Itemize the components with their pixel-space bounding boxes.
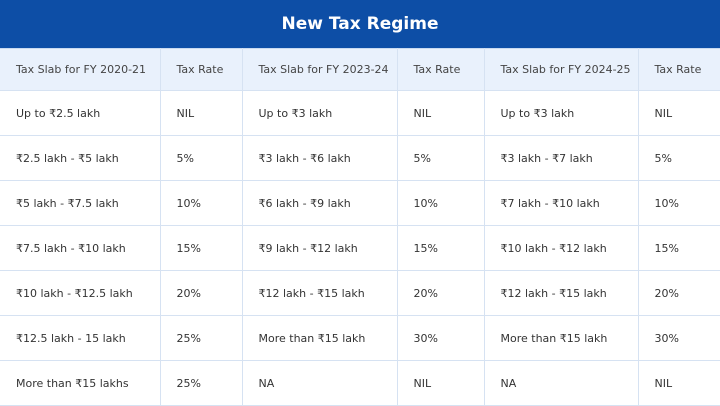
table-row: Up to ₹2.5 lakh NIL Up to ₹3 lakh NIL Up to … [0,90,720,136]
tax-rate-cell: 25% [160,315,243,361]
tax-slab-cell: More than ₹15 lakhs [0,360,161,406]
tax-slab-cell: ₹10 lakh - ₹12.5 lakh [0,270,161,316]
tax-rate-cell: NIL [160,90,243,136]
tax-rate-cell: 20% [160,270,243,316]
tax-rate-cell: 20% [638,270,720,316]
header-row: Tax Slab for FY 2020-21 Tax Rate Tax Slab … [0,48,720,91]
table-row: ₹2.5 lakh - ₹5 lakh 5% ₹3 lakh - ₹6 lakh 5%… [0,135,720,181]
table-row: ₹7.5 lakh - ₹10 lakh 15% ₹9 lakh - ₹12 lak… [0,225,720,271]
tax-rate-cell: 10% [397,180,485,226]
tax-rate-cell: NIL [397,90,485,136]
tax-slab-cell: Up to ₹2.5 lakh [0,90,161,136]
tax-slab-cell: ₹7 lakh - ₹10 lakh [484,180,639,226]
tax-slab-cell: ₹7.5 lakh - ₹10 lakh [0,225,161,271]
tax-rate-cell: 15% [638,225,720,271]
tax-rate-cell: 30% [397,315,485,361]
tax-slab-cell: ₹12 lakh - ₹15 lakh [242,270,398,316]
tax-slab-cell: Up to ₹3 lakh [484,90,639,136]
tax-rate-cell: 25% [160,360,243,406]
tax-rate-cell: 20% [397,270,485,316]
tax-rate-cell: 5% [397,135,485,181]
column-header: Tax Rate [397,48,485,91]
tax-slab-cell: ₹12 lakh - ₹15 lakh [484,270,639,316]
tax-slab-cell: NA [242,360,398,406]
tax-slab-table: Tax Slab for FY 2020-21 Tax Rate Tax Slab … [0,48,720,406]
tax-slab-cell: More than ₹15 lakh [242,315,398,361]
column-header: Tax Rate [638,48,720,91]
tax-rate-cell: NIL [638,360,720,406]
tax-slab-cell: ₹10 lakh - ₹12 lakh [484,225,639,271]
tax-rate-cell: NIL [397,360,485,406]
table-row: ₹5 lakh - ₹7.5 lakh 10% ₹6 lakh - ₹9 lakh 1… [0,180,720,226]
tax-rate-cell: 5% [160,135,243,181]
tax-rate-cell: 5% [638,135,720,181]
tax-rate-cell: NIL [638,90,720,136]
tax-rate-cell: 15% [397,225,485,271]
tax-slab-cell: ₹2.5 lakh - ₹5 lakh [0,135,161,181]
tax-slab-cell: NA [484,360,639,406]
column-header: Tax Rate [160,48,243,91]
tax-rate-cell: 30% [638,315,720,361]
tax-slab-cell: More than ₹15 lakh [484,315,639,361]
tax-slab-cell: Up to ₹3 lakh [242,90,398,136]
column-header: Tax Slab for FY 2020-21 [0,48,161,91]
tax-rate-cell: 15% [160,225,243,271]
table-row: ₹12.5 lakh - 15 lakh 25% More than ₹15 lak… [0,315,720,361]
tax-rate-cell: 10% [638,180,720,226]
table-title: New Tax Regime [0,0,720,48]
column-header: Tax Slab for FY 2024-25 [484,48,639,91]
tax-rate-cell: 10% [160,180,243,226]
table-row: ₹10 lakh - ₹12.5 lakh 20% ₹12 lakh - ₹15 l… [0,270,720,316]
tax-slab-cell: ₹9 lakh - ₹12 lakh [242,225,398,271]
tax-slab-cell: ₹5 lakh - ₹7.5 lakh [0,180,161,226]
table-row: More than ₹15 lakhs 25% NA NIL NA NIL [0,360,720,406]
tax-slab-cell: ₹12.5 lakh - 15 lakh [0,315,161,361]
column-header: Tax Slab for FY 2023-24 [242,48,398,91]
tax-slab-cell: ₹3 lakh - ₹7 lakh [484,135,639,181]
tax-slab-cell: ₹6 lakh - ₹9 lakh [242,180,398,226]
tax-slab-cell: ₹3 lakh - ₹6 lakh [242,135,398,181]
